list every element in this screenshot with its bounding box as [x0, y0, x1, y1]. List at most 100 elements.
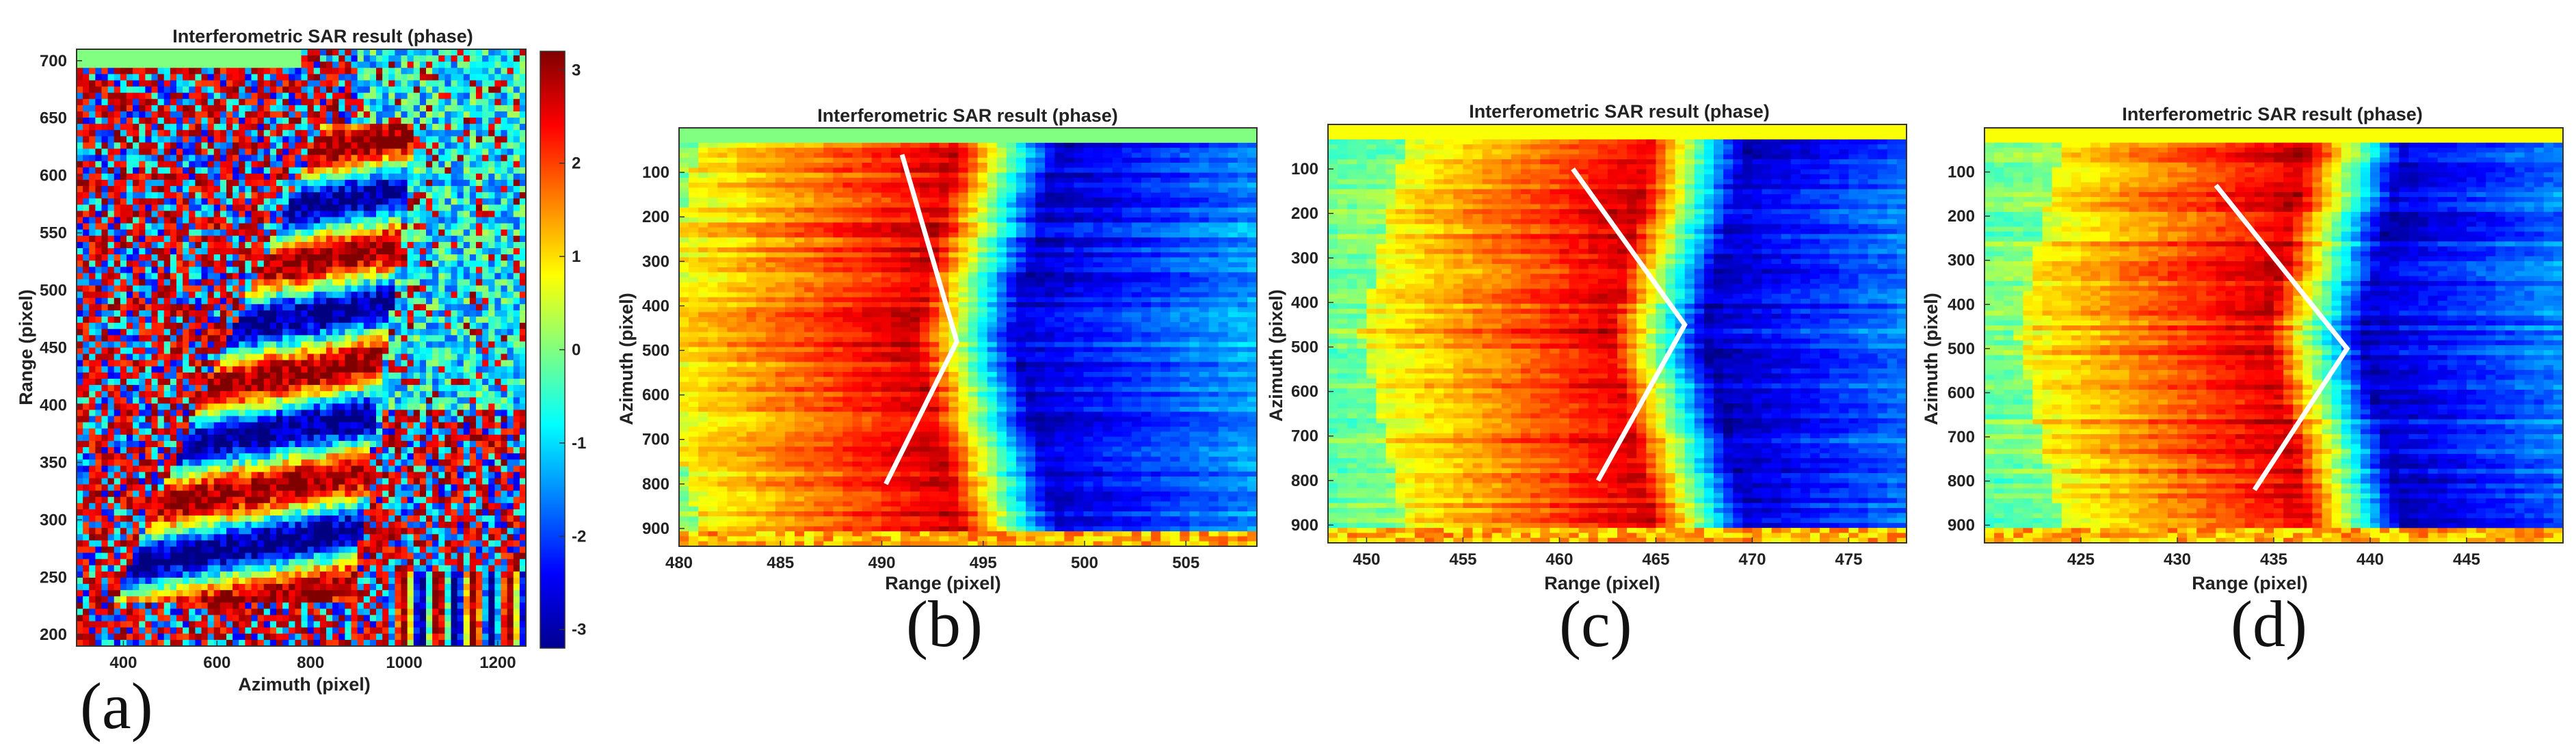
heatmap-cell [157, 360, 165, 367]
heatmap-cell [382, 459, 389, 466]
heatmap-cell [107, 323, 115, 330]
heatmap-cell [127, 403, 133, 411]
heatmap-cell [127, 391, 133, 398]
heatmap-cell [476, 329, 483, 336]
heatmap-cell [207, 297, 215, 305]
heatmap-cell [382, 385, 389, 392]
heatmap-cell [226, 472, 233, 479]
heatmap-cell [401, 124, 408, 131]
heatmap-cell [419, 49, 427, 56]
heatmap-cell [482, 341, 489, 349]
heatmap-cell [289, 248, 295, 255]
heatmap-cell [282, 254, 289, 261]
heatmap-cell [114, 179, 121, 187]
heatmap-cell [457, 62, 464, 68]
heatmap-cell [251, 118, 258, 124]
heatmap-cell [407, 317, 414, 323]
heatmap-cell [476, 447, 483, 454]
heatmap-cell [513, 378, 520, 386]
heatmap-cell [276, 422, 283, 429]
heatmap-cell [332, 192, 339, 199]
heatmap-cell [319, 192, 327, 199]
heatmap-cell [326, 466, 333, 472]
heatmap-cell [189, 291, 196, 299]
heatmap-cell [139, 118, 146, 124]
heatmap-cell [145, 92, 152, 100]
heatmap-cell [189, 161, 196, 168]
heatmap-cell [426, 397, 433, 404]
heatmap-cell [301, 353, 308, 361]
heatmap-cell [438, 310, 445, 317]
heatmap-cell [463, 472, 470, 479]
heatmap-cell [469, 235, 477, 243]
heatmap-cell [289, 317, 295, 323]
heatmap-cell [195, 155, 202, 162]
panel-a-heatmap [77, 49, 527, 647]
heatmap-cell [519, 434, 527, 442]
heatmap-cell [332, 285, 339, 293]
heatmap-cell [463, 267, 470, 273]
heatmap-cell [133, 385, 140, 392]
heatmap-cell [494, 68, 502, 75]
heatmap-cell [295, 211, 302, 218]
heatmap-cell [114, 447, 121, 454]
heatmap-cell [357, 335, 364, 342]
heatmap-cell [170, 422, 177, 429]
heatmap-cell [382, 360, 389, 367]
heatmap-cell [451, 86, 458, 94]
heatmap-cell [107, 161, 115, 168]
heatmap-cell [301, 291, 308, 299]
heatmap-cell [157, 279, 165, 286]
heatmap-cell [432, 198, 439, 205]
heatmap-cell [120, 211, 127, 218]
heatmap-cell [189, 105, 196, 112]
heatmap-cell [127, 235, 133, 243]
heatmap-cell [382, 366, 389, 373]
heatmap-cell [388, 130, 395, 137]
heatmap-cell [151, 366, 159, 373]
heatmap-cell [89, 353, 96, 361]
heatmap-cell [444, 62, 452, 68]
heatmap-cell [501, 155, 508, 162]
heatmap-cell [432, 235, 439, 243]
heatmap-cell [369, 68, 377, 75]
heatmap-cell [251, 98, 258, 106]
heatmap-cell [107, 329, 115, 336]
heatmap-cell [189, 378, 196, 386]
heatmap-cell [151, 130, 159, 137]
heatmap-cell [114, 267, 121, 273]
heatmap-cell [476, 68, 483, 75]
heatmap-cell [451, 279, 458, 286]
heatmap-cell [469, 317, 477, 323]
heatmap-cell [419, 447, 427, 454]
heatmap-cell [345, 111, 352, 118]
heatmap-cell [507, 80, 514, 88]
heatmap-cell [369, 378, 377, 386]
heatmap-cell [407, 410, 414, 417]
heatmap-cell [226, 211, 233, 218]
heatmap-cell [494, 267, 502, 273]
heatmap-cell [363, 291, 371, 299]
heatmap-cell [263, 211, 271, 218]
heatmap-cell [326, 229, 333, 237]
heatmap-cell [476, 223, 483, 230]
heatmap-cell [313, 372, 321, 379]
heatmap-cell [239, 428, 245, 436]
heatmap-cell [307, 161, 315, 168]
panel-a: Interferometric SAR result (phase) 400 60… [16, 26, 586, 742]
heatmap-cell [101, 440, 109, 448]
heatmap-cell [89, 434, 96, 442]
heatmap-cell [133, 49, 140, 56]
heatmap-cell [513, 347, 520, 355]
heatmap-cell [189, 341, 196, 349]
heatmap-cell [463, 378, 470, 386]
heatmap-cell [201, 341, 209, 349]
heatmap-cell [170, 98, 177, 106]
heatmap-cell [207, 86, 215, 94]
heatmap-cell [170, 192, 177, 199]
heatmap-cell [170, 248, 177, 255]
heatmap-cell [457, 335, 464, 342]
heatmap-cell [457, 248, 464, 255]
heatmap-cell [220, 155, 227, 162]
heatmap-cell [513, 74, 520, 81]
